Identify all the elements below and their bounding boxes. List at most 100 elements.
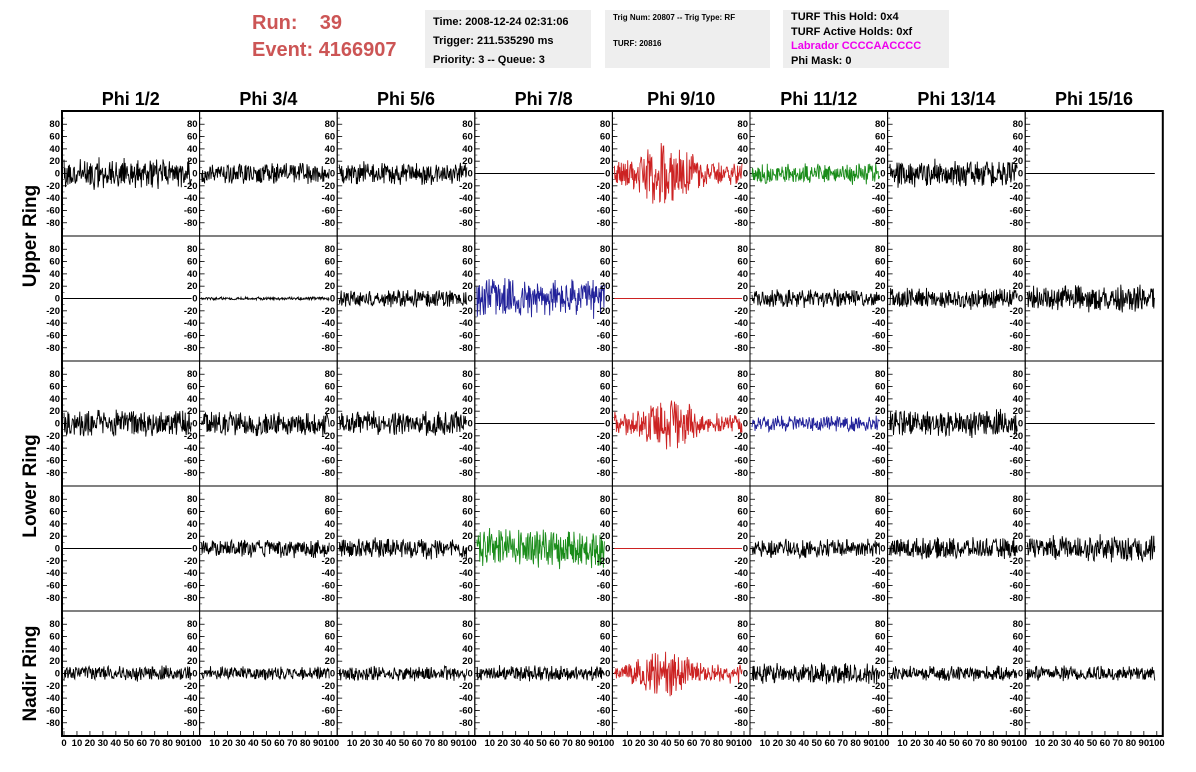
y-tick-label: 80 — [187, 619, 198, 630]
y-tick-label: 60 — [49, 382, 60, 393]
y-tick-label: -60 — [321, 580, 335, 591]
y-tick-label: -20 — [184, 556, 198, 567]
x-tick-label: 10 — [209, 738, 220, 749]
y-tick-label: 0 — [1018, 419, 1023, 430]
y-tick-label: -80 — [597, 468, 611, 479]
y-tick-label: 80 — [737, 119, 748, 130]
column-title: Phi 7/8 — [515, 89, 573, 109]
trig-info-panel: Trig Num: 20807 -- Trig Type: RF TURF: 2… — [605, 10, 770, 68]
y-tick-label: -60 — [46, 580, 60, 591]
y-tick-label: -80 — [459, 468, 473, 479]
y-tick-label: 40 — [462, 269, 473, 280]
y-tick-label: -40 — [1009, 568, 1023, 579]
x-tick-label: 100 — [1011, 738, 1027, 749]
y-tick-label: -20 — [46, 181, 60, 192]
y-tick-label: -80 — [872, 218, 886, 229]
y-tick-label: -60 — [1009, 580, 1023, 591]
y-tick-label: -60 — [1009, 705, 1023, 716]
y-tick-label: -80 — [872, 593, 886, 604]
x-tick-label: 30 — [786, 738, 797, 749]
y-tick-label: -60 — [46, 455, 60, 466]
y-tick-label: -40 — [321, 693, 335, 704]
ring-label: Nadir Ring — [20, 625, 41, 721]
y-tick-label: -40 — [1009, 318, 1023, 329]
y-tick-label: 80 — [187, 494, 198, 505]
x-tick-label: 40 — [936, 738, 947, 749]
y-tick-label: 0 — [330, 419, 335, 430]
y-tick-label: -80 — [184, 218, 198, 229]
y-tick-label: 80 — [875, 119, 886, 130]
y-tick-label: -20 — [734, 681, 748, 692]
y-tick-label: -80 — [46, 593, 60, 604]
y-tick-label: 0 — [743, 544, 748, 555]
waveform-trace — [613, 651, 743, 697]
waveform-trace — [1026, 665, 1156, 682]
y-tick-label: 20 — [325, 656, 336, 667]
waveform-trace — [63, 409, 193, 437]
y-tick-label: 80 — [325, 369, 336, 380]
y-tick-label: 60 — [325, 257, 336, 268]
x-tick-label: 10 — [347, 738, 358, 749]
x-tick-label: 40 — [799, 738, 810, 749]
x-tick-label: 30 — [373, 738, 384, 749]
y-tick-label: -60 — [321, 330, 335, 341]
y-tick-label: -40 — [872, 193, 886, 204]
y-tick-label: -20 — [46, 306, 60, 317]
y-tick-label: 0 — [605, 419, 610, 430]
x-tick-label: 70 — [700, 738, 711, 749]
y-tick-label: 40 — [875, 269, 886, 280]
x-tick-label: 100 — [323, 738, 339, 749]
run-event-header: Run: 39 Event: 4166907 — [252, 10, 422, 64]
y-tick-label: 60 — [600, 507, 611, 518]
y-tick-label: 20 — [49, 406, 60, 417]
panel-frame — [199, 360, 338, 487]
y-tick-label: 60 — [49, 632, 60, 643]
y-tick-label: 0 — [55, 294, 60, 305]
y-tick-label: 80 — [875, 619, 886, 630]
x-tick-label: 90 — [175, 738, 186, 749]
y-tick-label: -60 — [597, 330, 611, 341]
column-title: Phi 1/2 — [102, 89, 160, 109]
y-tick-label: 40 — [875, 644, 886, 655]
y-tick-label: 0 — [743, 169, 748, 180]
y-tick-label: -40 — [459, 693, 473, 704]
y-tick-label: -80 — [184, 468, 198, 479]
ring-label: Upper Ring — [20, 185, 41, 287]
phi-mask-text: Phi Mask: 0 — [791, 54, 852, 67]
y-tick-label: 0 — [880, 419, 885, 430]
x-tick-label: 30 — [98, 738, 109, 749]
x-tick-label: 20 — [222, 738, 233, 749]
y-tick-label: -40 — [872, 693, 886, 704]
y-tick-label: 40 — [49, 394, 60, 405]
x-tick-label: 100 — [736, 738, 752, 749]
waveform-trace — [476, 527, 605, 570]
y-tick-label: -40 — [872, 318, 886, 329]
y-tick-label: -40 — [734, 443, 748, 454]
y-tick-label: 20 — [600, 406, 611, 417]
y-tick-label: -40 — [872, 568, 886, 579]
x-tick-label: 40 — [661, 738, 672, 749]
y-tick-label: 60 — [325, 507, 336, 518]
waveform-trace — [889, 287, 1018, 310]
y-tick-label: 80 — [325, 619, 336, 630]
y-tick-label: -40 — [734, 193, 748, 204]
y-tick-label: 80 — [737, 494, 748, 505]
y-tick-label: 0 — [192, 294, 197, 305]
y-tick-label: 60 — [875, 507, 886, 518]
y-tick-label: 20 — [600, 656, 611, 667]
y-tick-label: 0 — [55, 419, 60, 430]
y-tick-label: 60 — [600, 132, 611, 143]
x-tick-label: 20 — [360, 738, 371, 749]
y-tick-label: 40 — [325, 644, 336, 655]
y-tick-label: -60 — [872, 455, 886, 466]
y-tick-label: -60 — [1009, 455, 1023, 466]
y-tick-label: -20 — [597, 431, 611, 442]
waveform-trace — [751, 662, 881, 685]
x-tick-label: 20 — [497, 738, 508, 749]
x-tick-label: 50 — [812, 738, 823, 749]
waveform-trace — [63, 157, 193, 190]
y-tick-label: 0 — [468, 419, 473, 430]
y-tick-label: -60 — [184, 330, 198, 341]
y-tick-label: -80 — [321, 343, 335, 354]
y-tick-label: 60 — [462, 382, 473, 393]
